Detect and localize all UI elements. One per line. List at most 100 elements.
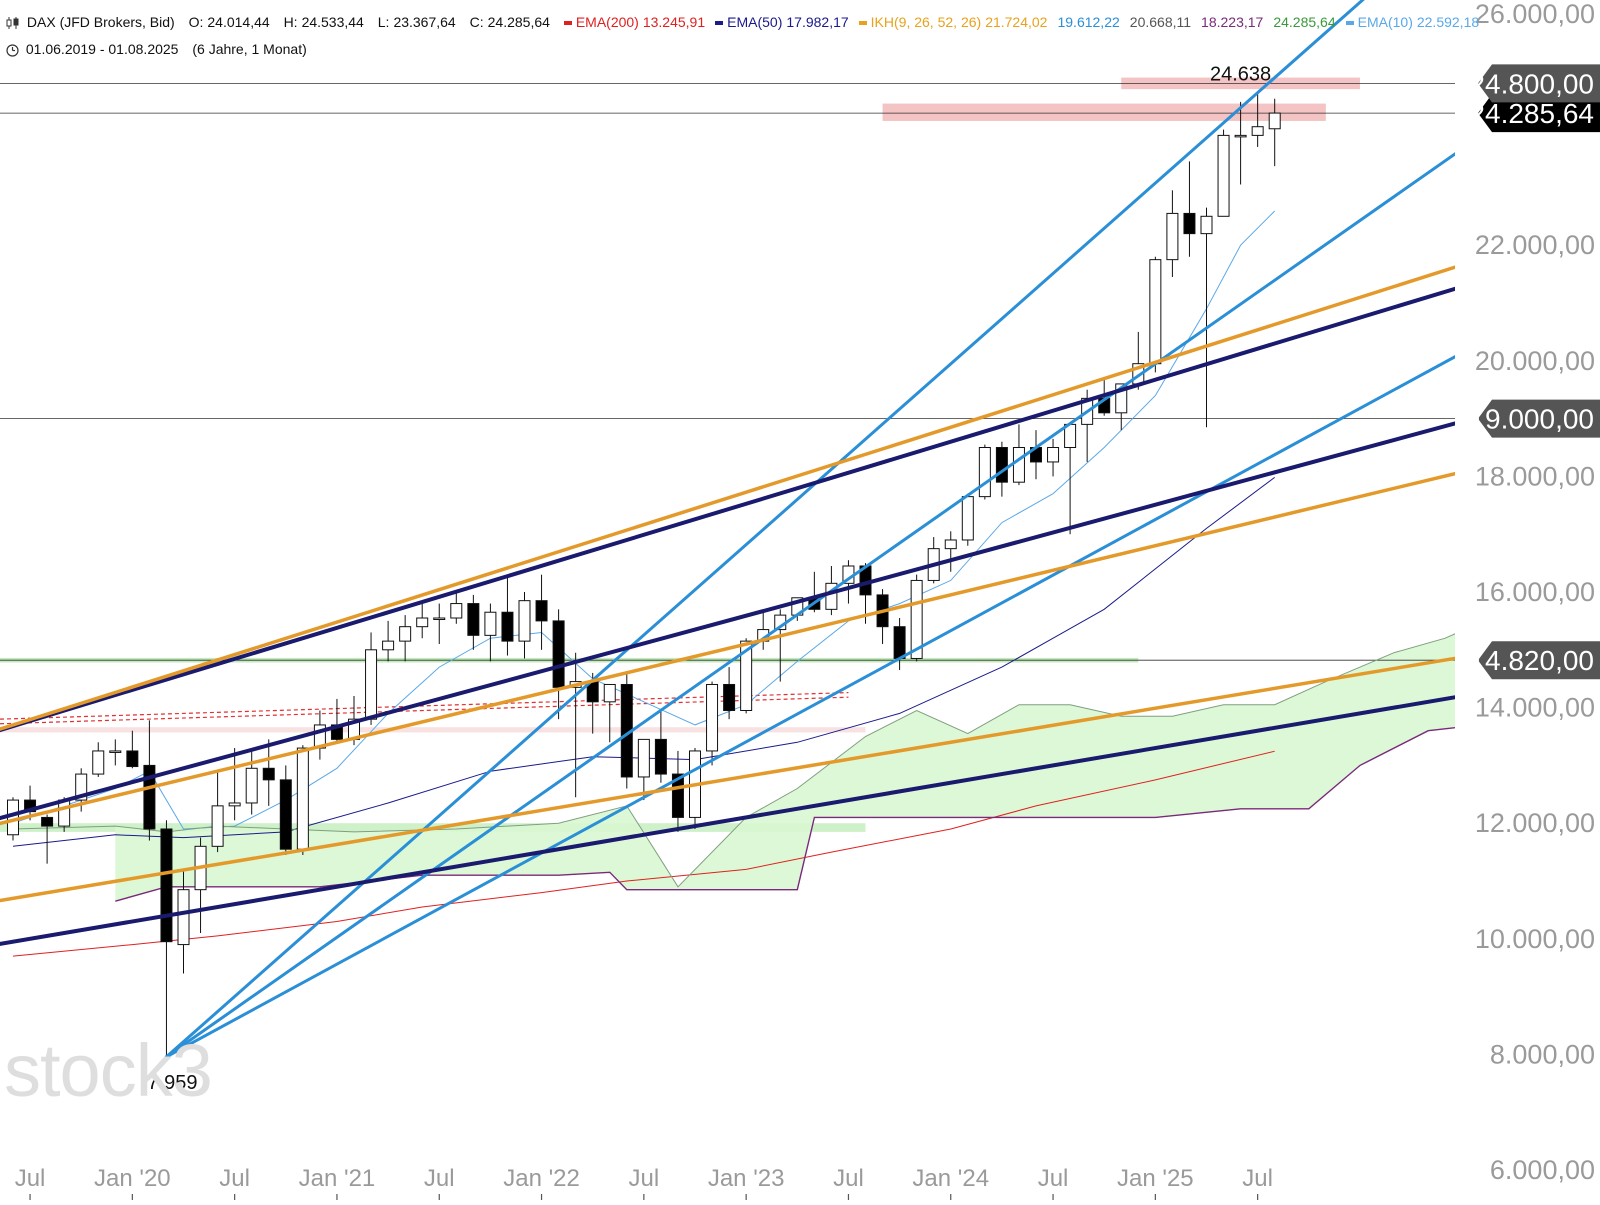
level-price-label: 24.800,00 [1469, 64, 1600, 103]
candle[interactable] [654, 710, 667, 783]
candle-body [740, 640, 753, 711]
close-label: C: [469, 14, 484, 30]
candle[interactable] [501, 574, 514, 656]
candle[interactable] [211, 771, 224, 853]
candle-body [910, 579, 923, 659]
candle[interactable] [382, 620, 395, 662]
candle-body [706, 683, 719, 752]
trendline [0, 286, 1455, 733]
candle[interactable] [1200, 207, 1213, 428]
candle[interactable] [313, 710, 326, 760]
candle-body [365, 649, 378, 720]
candle-body [518, 600, 531, 642]
candle[interactable] [1217, 129, 1230, 217]
candle[interactable] [1166, 190, 1179, 277]
open-label: O: [188, 14, 204, 30]
indicator-label[interactable]: EMA(50) [727, 14, 783, 30]
indicator-value: 20.668,11 [1129, 14, 1192, 30]
candle-body [1183, 212, 1196, 235]
candle[interactable] [262, 739, 275, 806]
candle-body [109, 750, 122, 753]
candlestick-icon[interactable] [6, 16, 20, 30]
candle[interactable] [450, 592, 463, 624]
candle[interactable] [1047, 438, 1060, 477]
candle-body [1251, 126, 1264, 136]
candle[interactable] [330, 698, 343, 743]
x-tick-label: Jul [833, 1165, 864, 1192]
candle[interactable] [1115, 383, 1128, 431]
y-tick-label: 10.000,00 [1475, 924, 1595, 954]
candle[interactable] [961, 493, 974, 546]
candle[interactable] [41, 814, 54, 864]
candle-body [535, 600, 548, 622]
candle[interactable] [109, 739, 122, 766]
candle[interactable] [603, 683, 616, 743]
candle[interactable] [484, 603, 497, 662]
candle[interactable] [279, 765, 292, 855]
candle[interactable] [228, 748, 241, 821]
candle[interactable] [1012, 424, 1025, 486]
candle[interactable] [927, 537, 940, 584]
trendline [0, 695, 1455, 946]
candle[interactable] [365, 632, 378, 725]
candle-body [1166, 212, 1179, 261]
candle[interactable] [535, 574, 548, 650]
candle[interactable] [467, 594, 480, 650]
candle[interactable] [296, 745, 309, 855]
candle[interactable] [774, 609, 787, 682]
candle[interactable] [637, 738, 650, 801]
candle[interactable] [433, 603, 446, 645]
candle[interactable] [1064, 423, 1077, 535]
x-tick-label: Jan '25 [1117, 1165, 1194, 1192]
candle[interactable] [876, 589, 889, 645]
indicator-label[interactable]: EMA(200) [575, 14, 639, 30]
candle[interactable] [143, 720, 156, 841]
candle-body [501, 611, 514, 642]
candle[interactable] [1030, 430, 1042, 480]
candle[interactable] [757, 612, 770, 650]
candle[interactable] [92, 742, 105, 777]
price-label-bg [1478, 94, 1600, 133]
candle[interactable] [1251, 92, 1264, 147]
candle[interactable] [995, 441, 1008, 497]
candle-body [279, 779, 292, 850]
candle[interactable] [416, 603, 429, 639]
candle[interactable] [1132, 331, 1145, 390]
candle-body [552, 620, 565, 688]
ichimoku-cloud [115, 633, 1455, 902]
horizontal-lines-layer [0, 82, 1455, 725]
candle[interactable] [569, 652, 582, 798]
candle-body [484, 611, 497, 636]
candle[interactable] [1149, 256, 1162, 373]
x-tick-label: Jul [629, 1165, 660, 1192]
price-label-text: 24.285,64 [1469, 98, 1594, 129]
price-label-text: 24.800,00 [1469, 68, 1594, 99]
candle[interactable] [1268, 98, 1281, 167]
candle[interactable] [177, 869, 190, 974]
y-tick-label: 22.000,00 [1475, 230, 1595, 260]
candle[interactable] [706, 681, 719, 766]
candle[interactable] [723, 667, 736, 720]
candle[interactable] [194, 837, 207, 934]
candle[interactable] [978, 444, 991, 500]
candle[interactable] [399, 615, 412, 662]
candle[interactable] [126, 730, 139, 769]
x-tick-label: Jul [424, 1165, 455, 1192]
candle[interactable] [689, 748, 701, 829]
candle[interactable] [944, 531, 957, 572]
candle-body [228, 802, 241, 807]
candle-body [92, 750, 105, 775]
x-tick-label: Jul [15, 1165, 46, 1192]
candle[interactable] [160, 820, 173, 1057]
candle[interactable] [518, 592, 531, 659]
candle[interactable] [671, 750, 684, 832]
indicator-value: 13.245,91 [642, 14, 706, 30]
candle[interactable] [1234, 101, 1247, 185]
indicator-label[interactable]: EMA(10) [1357, 14, 1413, 30]
candle[interactable] [1183, 161, 1196, 257]
open-value: 24.014,44 [207, 14, 270, 30]
indicator-value: 21.724,02 [985, 14, 1048, 30]
indicator-label[interactable]: IKH(9, 26, 52, 26) [870, 14, 982, 30]
candle[interactable] [910, 574, 923, 662]
